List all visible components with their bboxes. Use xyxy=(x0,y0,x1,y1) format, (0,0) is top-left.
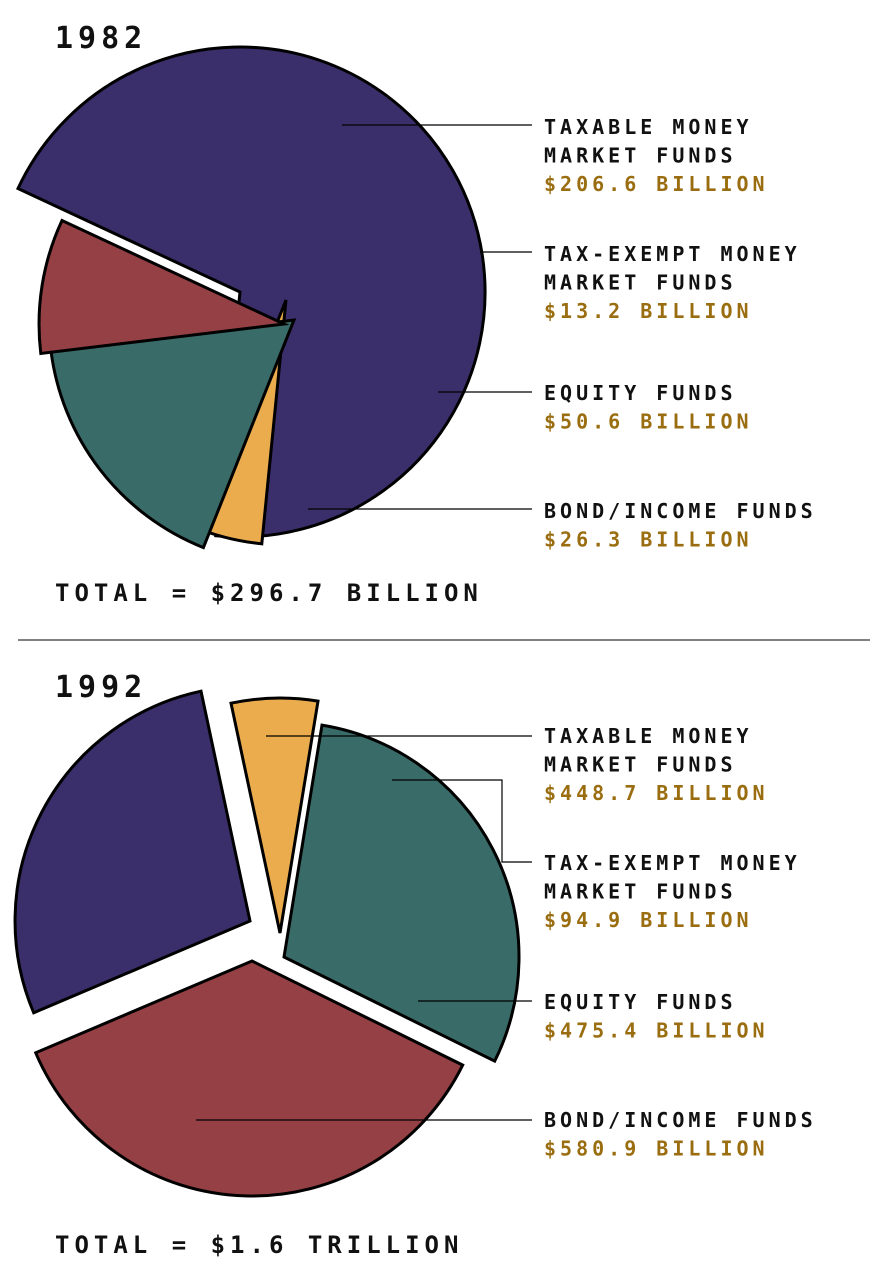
slice-value-1982-equity-funds: $50.6 BILLION xyxy=(544,410,753,434)
slice-label-line2-1992-tax-exempt-money: MARKET FUNDS xyxy=(544,880,737,904)
slice-label-1982-tax-exempt-money: TAX-EXEMPT MONEY xyxy=(544,242,801,266)
leader-line-1992-tax-exempt-money xyxy=(392,779,532,863)
slice-label-1992-bond-income-funds: BOND/INCOME FUNDS xyxy=(544,1108,817,1132)
chart-title-1992: 1992 xyxy=(55,670,147,705)
pie-slice-1982-equity-funds xyxy=(49,318,297,550)
slice-value-1982-tax-exempt-money: $13.2 BILLION xyxy=(544,299,753,323)
slice-label-1982-equity-funds: EQUITY FUNDS xyxy=(544,381,737,405)
slice-label-line2-1992-taxable-money: MARKET FUNDS xyxy=(544,753,737,777)
slice-value-1992-tax-exempt-money: $94.9 BILLION xyxy=(544,908,753,932)
total-label-1982: TOTAL = $296.7 BILLION xyxy=(55,579,483,607)
slice-value-1982-taxable-money: $206.6 BILLION xyxy=(544,172,769,196)
slice-label-1992-equity-funds: EQUITY FUNDS xyxy=(544,990,737,1014)
slice-value-1992-bond-income-funds: $580.9 BILLION xyxy=(544,1137,769,1161)
slice-label-1992-taxable-money: TAXABLE MONEY xyxy=(544,724,753,748)
pie-slice-1982-bond-income-funds xyxy=(37,218,290,356)
slice-value-1992-taxable-money: $448.7 BILLION xyxy=(544,781,769,805)
pie-slice-1992-bond-income-funds xyxy=(33,959,465,1198)
slice-label-line2-1982-taxable-money: MARKET FUNDS xyxy=(544,144,737,168)
pie-slice-1992-equity-funds xyxy=(282,723,521,1064)
slice-label-1992-tax-exempt-money: TAX-EXEMPT MONEY xyxy=(544,851,801,875)
pie-slice-1992-tax-exempt-money xyxy=(229,696,320,934)
pie-slice-1982-taxable-money xyxy=(16,45,487,539)
slice-label-line2-1982-tax-exempt-money: MARKET FUNDS xyxy=(544,271,737,295)
slice-value-1992-equity-funds: $475.4 BILLION xyxy=(544,1019,769,1043)
pie-slice-1992-taxable-money xyxy=(13,689,252,1015)
slice-label-1982-taxable-money: TAXABLE MONEY xyxy=(544,115,753,139)
slice-label-1982-bond-income-funds: BOND/INCOME FUNDS xyxy=(544,499,817,523)
slice-value-1982-bond-income-funds: $26.3 BILLION xyxy=(544,528,753,552)
chart-title-1982: 1982 xyxy=(55,21,147,56)
total-label-1992: TOTAL = $1.6 TRILLION xyxy=(55,1231,463,1259)
